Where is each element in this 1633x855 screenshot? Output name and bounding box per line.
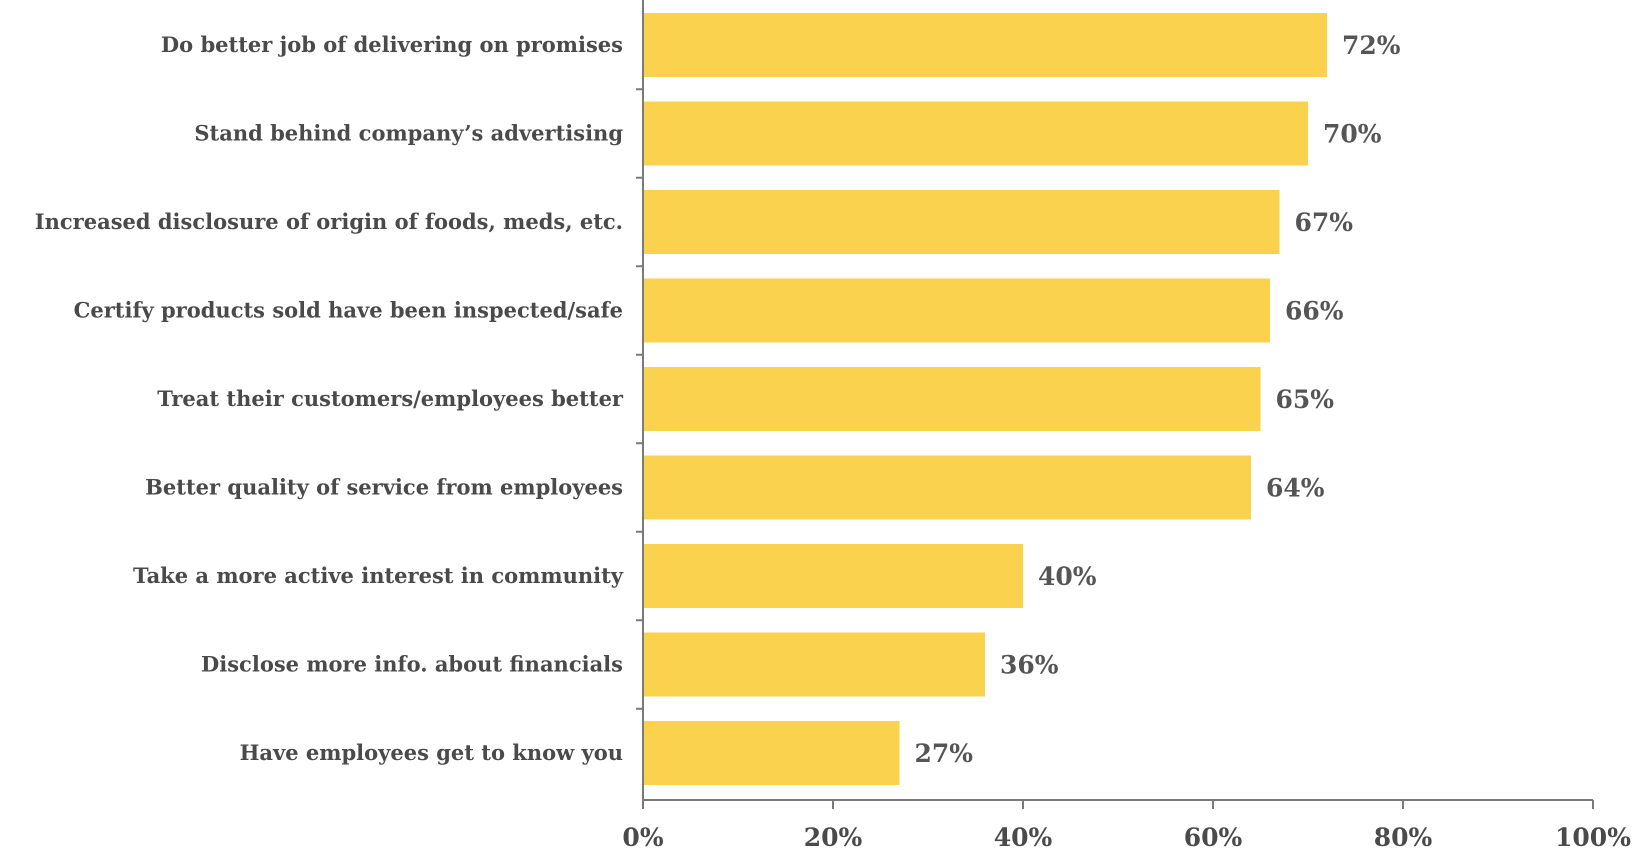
data-label: 67% [1295,208,1354,237]
x-tick-label: 40% [994,823,1053,852]
category-label: Take a more active interest in community [133,563,624,588]
data-label: 27% [915,739,974,768]
category-label: Disclose more info. about financials [201,652,623,677]
bar [643,278,1270,343]
category-label: Do better job of delivering on promises [161,32,623,57]
axes-layer [642,0,1593,801]
category-label: Increased disclosure of origin of foods,… [35,209,623,234]
bar [643,544,1023,608]
bar [643,13,1327,77]
data-label: 72% [1342,31,1401,60]
bar [643,632,985,697]
x-tick-label: 0% [622,823,663,852]
category-labels: Do better job of delivering on promises S… [35,32,624,765]
category-label: Certify products sold have been inspecte… [74,298,623,323]
x-tick-label: 80% [1374,823,1433,852]
x-tick-label: 100% [1555,823,1631,852]
x-tick-label: 20% [804,823,863,852]
x-tick-label: 60% [1184,823,1243,852]
data-label: 64% [1266,474,1325,503]
data-label: 36% [1000,651,1059,680]
category-label: Treat their customers/employees better [157,386,624,411]
bar [643,190,1280,254]
bar [643,455,1251,520]
data-label: 70% [1323,120,1382,149]
data-label: 66% [1285,297,1344,326]
bar [643,367,1261,431]
bar [643,101,1308,166]
bars-layer [643,13,1327,785]
value-labels: 72% 70% 67% 66% 65% 64% 40% 36% 27% [915,31,1401,768]
bar [643,721,900,785]
category-label: Stand behind company’s advertising [194,121,623,146]
category-label: Better quality of service from employees [145,475,623,500]
data-label: 40% [1038,562,1097,591]
category-label: Have employees get to know you [240,740,623,765]
x-axis-ticks: 0% 20% 40% 60% 80% 100% [622,88,1631,852]
data-label: 65% [1276,385,1335,414]
